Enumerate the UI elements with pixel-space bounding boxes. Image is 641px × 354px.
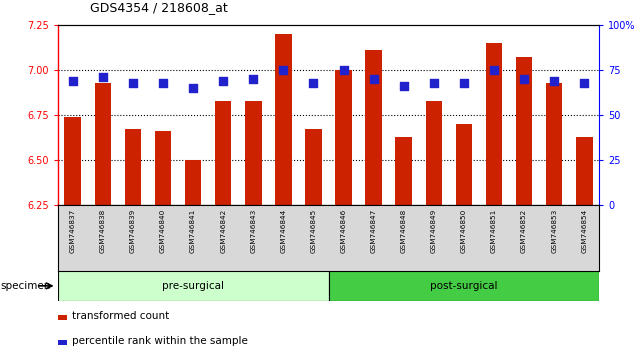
Text: GSM746841: GSM746841 <box>190 209 196 253</box>
Point <box>278 67 288 73</box>
Point <box>188 85 198 91</box>
Text: GSM746850: GSM746850 <box>461 209 467 253</box>
Point <box>519 76 529 82</box>
Text: GDS4354 / 218608_at: GDS4354 / 218608_at <box>90 1 228 14</box>
Bar <box>95 82 111 205</box>
Text: GSM746845: GSM746845 <box>310 209 317 253</box>
Text: pre-surgical: pre-surgical <box>162 281 224 291</box>
Bar <box>546 82 562 205</box>
Bar <box>154 131 171 205</box>
Bar <box>275 34 292 205</box>
Bar <box>58 340 67 344</box>
Text: GSM746840: GSM746840 <box>160 209 166 253</box>
Point <box>399 83 409 89</box>
Text: GSM746851: GSM746851 <box>491 209 497 253</box>
Text: GSM746849: GSM746849 <box>431 209 437 253</box>
Point <box>579 80 590 85</box>
Text: GSM746839: GSM746839 <box>130 209 136 253</box>
Point <box>158 80 168 85</box>
Bar <box>215 101 231 205</box>
Point <box>67 78 78 84</box>
Text: GSM746853: GSM746853 <box>551 209 557 253</box>
Text: GSM746847: GSM746847 <box>370 209 377 253</box>
Text: post-surgical: post-surgical <box>430 281 497 291</box>
Bar <box>65 117 81 205</box>
Text: GSM746843: GSM746843 <box>250 209 256 253</box>
Text: GSM746844: GSM746844 <box>280 209 287 253</box>
Text: GSM746854: GSM746854 <box>581 209 587 253</box>
Point <box>218 78 228 84</box>
Text: specimen: specimen <box>1 281 51 291</box>
Text: GSM746837: GSM746837 <box>70 209 76 253</box>
Text: percentile rank within the sample: percentile rank within the sample <box>72 336 248 346</box>
Bar <box>486 43 503 205</box>
Bar <box>426 101 442 205</box>
Text: GSM746852: GSM746852 <box>521 209 527 253</box>
Bar <box>335 70 352 205</box>
Point <box>459 80 469 85</box>
Text: GSM746838: GSM746838 <box>100 209 106 253</box>
Text: GSM746842: GSM746842 <box>221 209 226 253</box>
Text: GSM746846: GSM746846 <box>340 209 347 253</box>
Point <box>338 67 349 73</box>
Point <box>308 80 319 85</box>
Bar <box>365 50 382 205</box>
Bar <box>328 271 599 301</box>
Text: transformed count: transformed count <box>72 311 170 321</box>
Bar <box>124 130 141 205</box>
Point <box>248 76 258 82</box>
Bar <box>305 130 322 205</box>
Bar <box>58 315 67 320</box>
Point <box>549 78 560 84</box>
Bar <box>576 137 592 205</box>
Bar <box>245 101 262 205</box>
Bar <box>58 271 328 301</box>
Bar <box>185 160 201 205</box>
Point <box>429 80 439 85</box>
Point <box>97 74 108 80</box>
Bar <box>456 124 472 205</box>
Point <box>128 80 138 85</box>
Point <box>489 67 499 73</box>
Bar <box>516 57 533 205</box>
Bar <box>395 137 412 205</box>
Point <box>369 76 379 82</box>
Text: GSM746848: GSM746848 <box>401 209 407 253</box>
